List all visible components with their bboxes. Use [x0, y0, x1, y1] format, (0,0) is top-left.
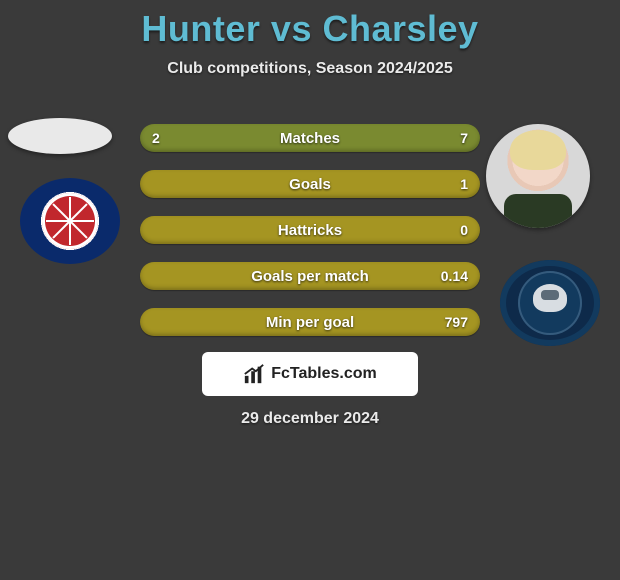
stat-label: Goals per match [251, 268, 369, 285]
stat-bar: Goals 1 [140, 170, 480, 198]
stat-bar: Min per goal 797 [140, 308, 480, 336]
player-left-avatar [8, 118, 112, 154]
stat-label: Matches [280, 130, 340, 147]
stats-container: 2 Matches 7 Goals 1 Hattricks 0 Goals per match… [140, 124, 480, 354]
player-right-avatar [486, 124, 590, 228]
player-left-club-badge [20, 178, 120, 264]
date-label: 29 december 2024 [0, 410, 620, 428]
chart-icon [243, 363, 265, 385]
stat-right-value: 1 [460, 176, 468, 192]
owl-icon [527, 280, 573, 326]
stat-bar: Goals per match 0.14 [140, 262, 480, 290]
stat-right-value: 0.14 [441, 268, 468, 284]
stat-bar: 2 Matches 7 [140, 124, 480, 152]
stat-right-value: 0 [460, 222, 468, 238]
stat-right-value: 7 [460, 130, 468, 146]
stat-label: Hattricks [278, 222, 342, 239]
player-right-club-badge [500, 260, 600, 346]
branding-badge: FcTables.com [202, 352, 418, 396]
ship-wheel-icon [42, 193, 98, 249]
stat-bar: Hattricks 0 [140, 216, 480, 244]
subtitle: Club competitions, Season 2024/2025 [0, 60, 620, 78]
stat-right-value: 797 [445, 314, 468, 330]
stat-label: Min per goal [266, 314, 354, 331]
stat-left-value: 2 [152, 130, 160, 146]
branding-label: FcTables.com [271, 365, 377, 383]
page-title: Hunter vs Charsley [0, 0, 620, 50]
stat-label: Goals [289, 176, 331, 193]
